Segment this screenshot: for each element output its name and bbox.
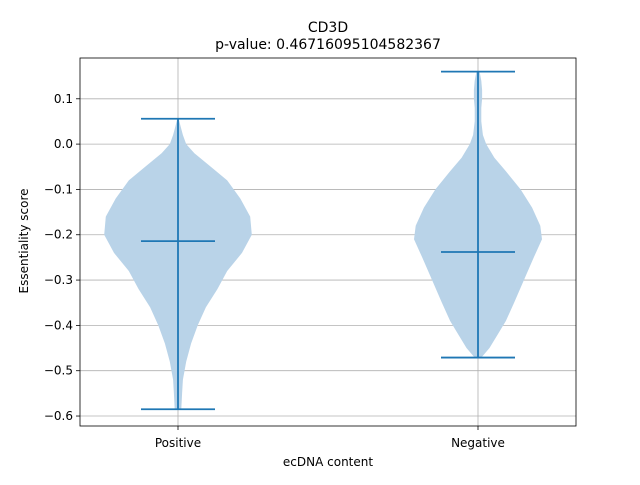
x-tick-label-positive: Positive — [155, 436, 201, 450]
violins — [104, 70, 542, 411]
chart-title: CD3D — [308, 20, 348, 36]
x-tick-label-negative: Negative — [451, 436, 505, 450]
plot-frame — [79, 57, 577, 427]
x-axis-label: ecDNA content — [283, 455, 373, 469]
y-axis-label: Essentiality score — [17, 189, 31, 294]
y-tick-label: −0.6 — [44, 409, 73, 423]
y-tick-label: −0.5 — [44, 364, 73, 378]
y-tick-label: −0.3 — [44, 273, 73, 287]
y-tick-label: 0.1 — [54, 92, 73, 106]
chart-subtitle: p-value: 0.46716095104582367 — [215, 37, 441, 53]
y-tick-label: −0.4 — [44, 318, 73, 332]
y-tick-label: 0.0 — [54, 137, 73, 151]
axes: 0.1 0.0 −0.1 −0.2 −0.3 −0.4 −0.5 −0.6 Positive Ne… — [44, 57, 577, 450]
y-tick-label: −0.2 — [44, 228, 73, 242]
y-tick-label: −0.1 — [44, 182, 73, 196]
